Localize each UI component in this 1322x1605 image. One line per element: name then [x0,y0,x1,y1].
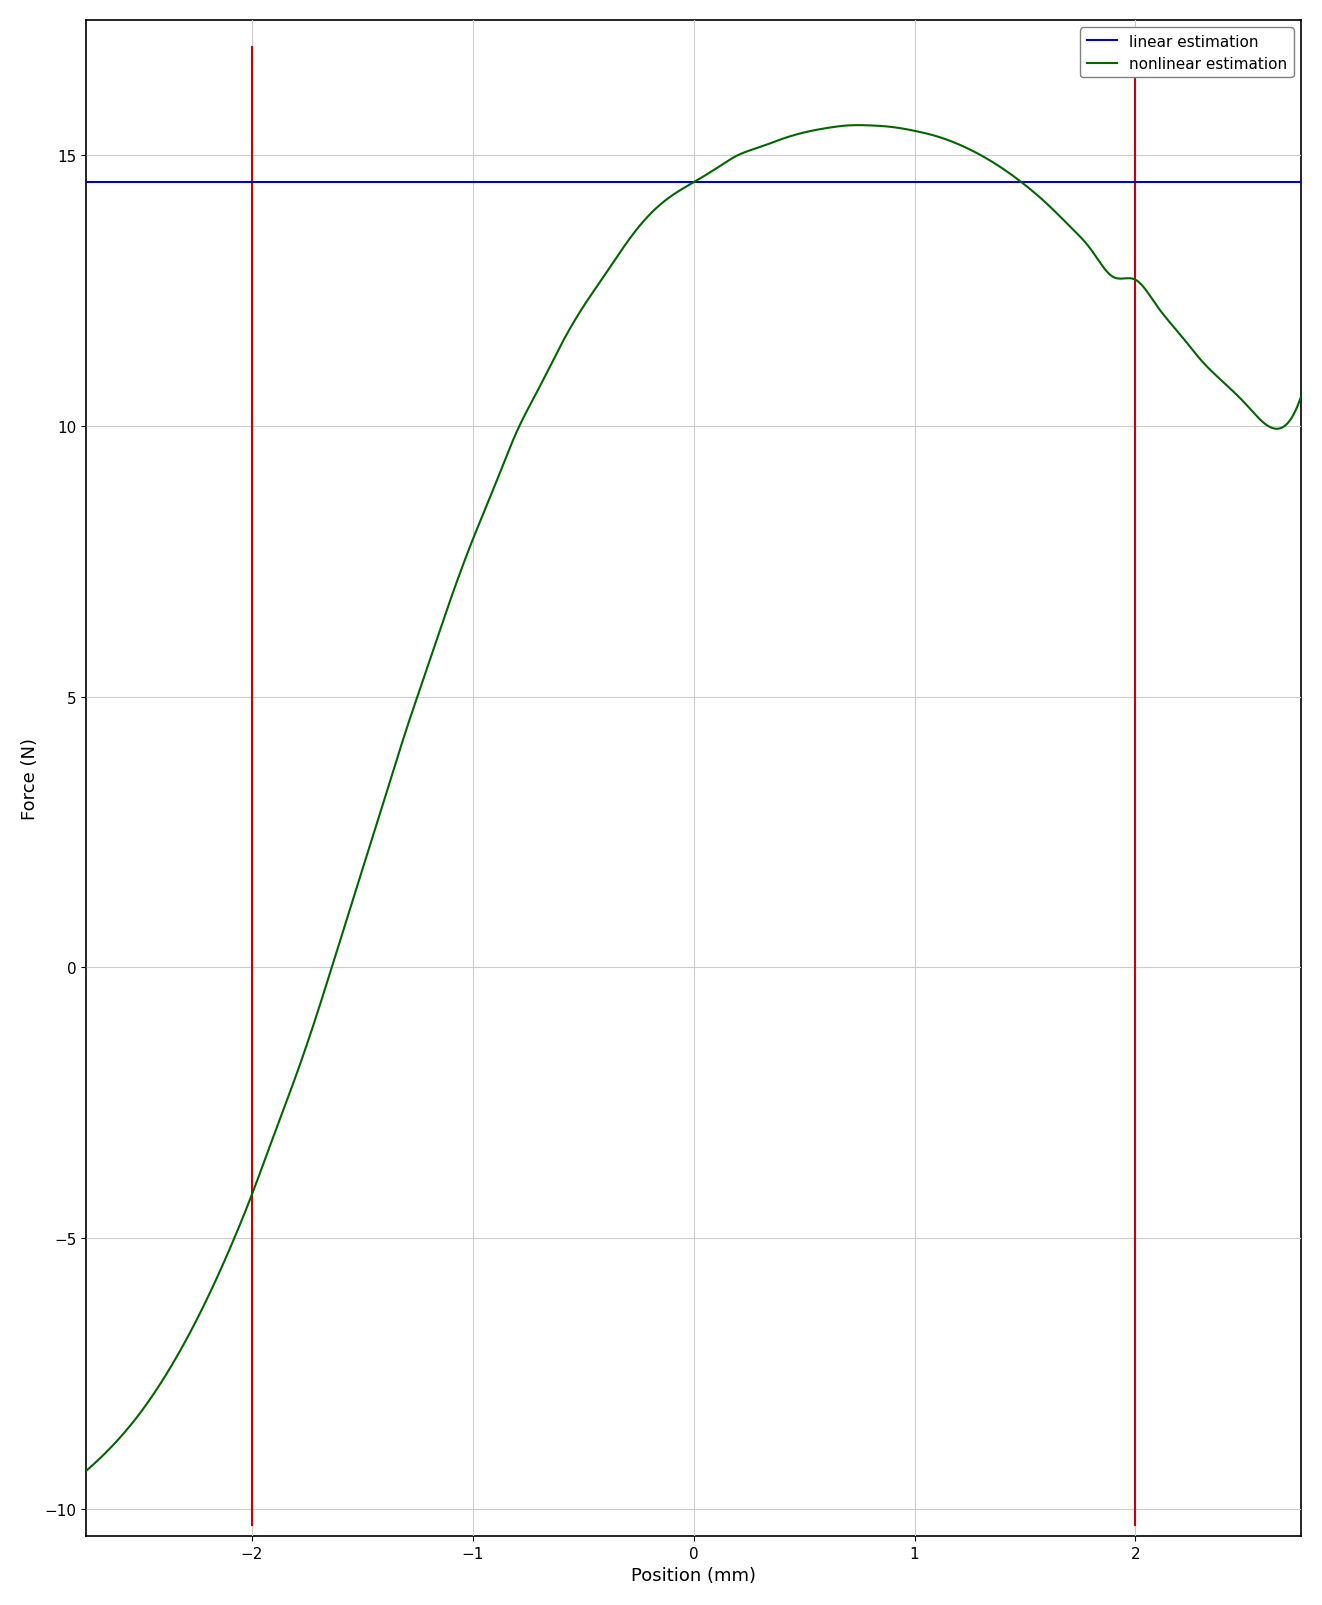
nonlinear estimation [78,1462,94,1481]
nonlinear estimation [850,117,866,136]
nonlinear estimation [637,212,653,231]
nonlinear estimation [669,183,685,202]
nonlinear estimation [1035,193,1051,212]
Line: nonlinear estimation: nonlinear estimation [86,127,1301,1472]
nonlinear estimation [1259,416,1274,435]
linear estimation [686,173,702,193]
Legend: linear estimation, nonlinear estimation: linear estimation, nonlinear estimation [1080,29,1293,79]
X-axis label: Position (mm): Position (mm) [631,1566,756,1584]
Y-axis label: Force (N): Force (N) [21,737,38,819]
nonlinear estimation [1293,387,1309,406]
nonlinear estimation [1259,416,1274,435]
linear estimation [907,173,923,193]
nonlinear estimation [140,1393,156,1412]
